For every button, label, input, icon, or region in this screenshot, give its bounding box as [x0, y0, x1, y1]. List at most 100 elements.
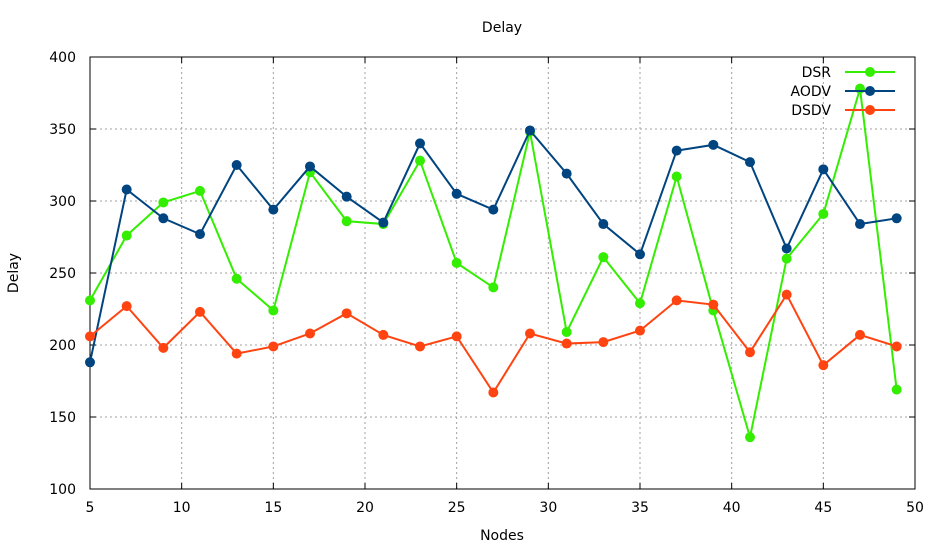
data-point-dsr [561, 327, 572, 338]
data-point-dsdv [231, 348, 242, 359]
data-point-aodv [195, 229, 205, 240]
legend-item-aodv: AODV [791, 84, 895, 100]
data-point-dsdv [488, 387, 499, 398]
legend-label: DSR [802, 65, 832, 81]
data-point-dsr [451, 257, 462, 268]
data-point-aodv [561, 168, 572, 179]
y-tick-label: 400 [49, 50, 76, 66]
data-point-dsdv [855, 329, 865, 340]
data-point-dsr [415, 155, 425, 166]
x-tick-label: 5 [86, 500, 95, 516]
x-tick-label: 50 [906, 500, 924, 516]
data-point-dsr [488, 282, 499, 293]
legend-marker [865, 67, 875, 77]
y-tick-label: 100 [49, 482, 76, 498]
x-tick-label: 40 [723, 500, 741, 516]
data-point-dsdv [891, 341, 902, 352]
x-axis-label: Nodes [480, 528, 524, 544]
y-axis-label: Delay [6, 253, 22, 293]
x-tick-label: 25 [448, 500, 466, 516]
data-point-aodv [891, 213, 902, 224]
data-point-aodv [305, 161, 315, 172]
data-point-dsdv [158, 342, 169, 353]
data-point-dsr [745, 432, 755, 443]
x-tick-label: 15 [264, 500, 282, 516]
data-point-dsdv [818, 360, 829, 371]
data-point-dsdv [525, 328, 535, 339]
y-tick-label: 150 [49, 410, 76, 426]
data-point-dsdv [121, 301, 132, 312]
data-point-aodv [781, 243, 792, 254]
data-point-dsdv [708, 299, 719, 310]
legend-marker [865, 86, 875, 96]
series-line-aodv [89, 128, 897, 363]
data-point-aodv [415, 138, 425, 149]
data-point-dsdv [671, 295, 682, 306]
x-tick-label: 30 [539, 500, 557, 516]
data-point-aodv [745, 157, 755, 168]
data-point-dsdv [598, 337, 609, 348]
legend-item-dsr: DSR [802, 65, 895, 81]
legend-item-dsdv: DSDV [791, 103, 895, 119]
data-point-aodv [855, 219, 865, 230]
data-point-aodv [451, 188, 462, 199]
grid-layer [90, 57, 915, 489]
data-point-aodv [635, 249, 645, 260]
data-point-dsdv [341, 308, 352, 319]
legend-label: AODV [791, 84, 832, 100]
legend-marker [865, 105, 875, 115]
data-point-dsr [195, 185, 205, 196]
y-tick-label: 200 [49, 338, 76, 354]
series-aodv [85, 125, 902, 368]
data-point-aodv [121, 184, 132, 195]
x-tick-label: 45 [814, 500, 832, 516]
series-dsdv [85, 289, 902, 398]
x-tick-label: 10 [173, 500, 191, 516]
data-point-dsr [268, 305, 279, 316]
data-point-dsr [781, 253, 792, 264]
data-point-dsr [231, 273, 242, 284]
data-point-dsdv [305, 328, 315, 339]
data-point-dsr [855, 83, 865, 94]
data-point-dsdv [561, 338, 572, 349]
y-tick-label: 300 [49, 194, 76, 210]
data-point-dsdv [268, 341, 279, 352]
data-point-dsr [635, 298, 645, 309]
data-point-dsdv [195, 306, 205, 317]
series-dsr [85, 83, 902, 443]
data-point-dsdv [451, 331, 462, 342]
data-point-aodv [231, 160, 242, 170]
x-tick-label: 20 [356, 500, 374, 516]
data-point-aodv [378, 217, 389, 228]
data-point-dsdv [378, 329, 389, 340]
data-point-aodv [708, 139, 719, 150]
data-point-aodv [525, 125, 535, 136]
data-point-aodv [85, 357, 95, 368]
data-point-dsr [158, 197, 169, 208]
y-tick-label: 250 [49, 266, 76, 282]
tick-layer: 5 10 15 20 25 30 35 40 45 50 100 150 200 250 300 350 400 [49, 50, 924, 516]
data-point-aodv [671, 145, 682, 156]
legend: DSR AODV DSDV [791, 65, 895, 119]
data-point-dsdv [745, 347, 755, 358]
data-point-dsdv [85, 331, 95, 342]
y-tick-label: 350 [49, 122, 76, 138]
series-layer [85, 83, 902, 443]
data-point-aodv [341, 191, 352, 202]
data-point-dsdv [415, 341, 425, 352]
data-point-dsdv [635, 325, 645, 336]
data-point-dsr [598, 252, 609, 263]
data-point-dsr [818, 208, 829, 219]
x-tick-label: 35 [631, 500, 649, 516]
data-point-dsr [341, 216, 352, 227]
series-line-dsr [89, 88, 898, 438]
data-point-aodv [818, 164, 829, 175]
data-point-aodv [488, 204, 499, 215]
data-point-aodv [598, 219, 609, 230]
data-point-dsr [85, 295, 95, 306]
data-point-dsr [671, 171, 682, 182]
data-point-aodv [158, 213, 169, 224]
data-point-aodv [268, 204, 279, 215]
data-point-dsdv [781, 289, 792, 300]
